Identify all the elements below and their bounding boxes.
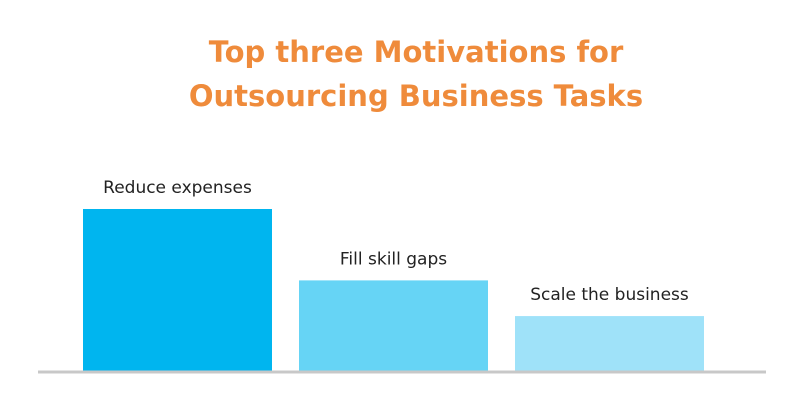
bar (83, 209, 272, 371)
bar-label: Reduce expenses (103, 178, 252, 198)
bar-label: Fill skill gaps (340, 249, 447, 269)
chart-title: Top three Motivations for Outsourcing Bu… (188, 35, 644, 113)
bar-label: Scale the business (530, 285, 689, 305)
bar (299, 280, 488, 371)
bar (515, 316, 704, 371)
